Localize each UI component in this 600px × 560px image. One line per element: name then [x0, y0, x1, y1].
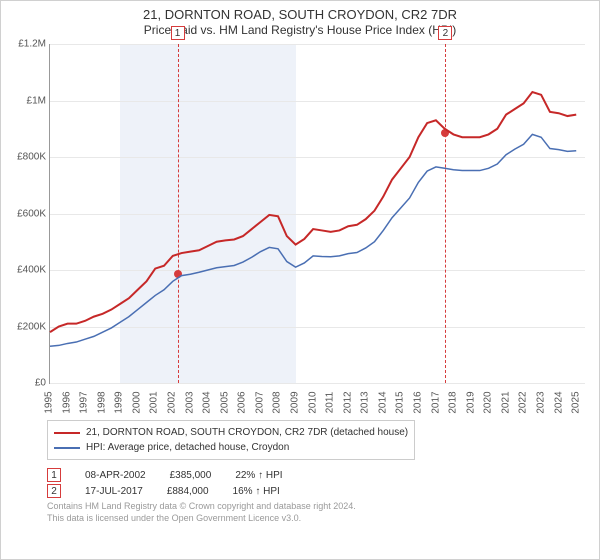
x-axis-label: 2018 — [448, 392, 459, 414]
x-axis-label: 1998 — [96, 392, 107, 414]
x-axis-label: 2002 — [167, 392, 178, 414]
x-axis-label: 2006 — [237, 392, 248, 414]
x-axis-label: 2015 — [395, 392, 406, 414]
x-axis-label: 2019 — [465, 392, 476, 414]
legend-row: 21, DORNTON ROAD, SOUTH CROYDON, CR2 7DR… — [54, 425, 408, 440]
x-axis-label: 2007 — [254, 392, 265, 414]
event-marker-badge: 1 — [171, 26, 185, 40]
event-price: £884,000 — [167, 486, 209, 497]
price-event-row: 2 17-JUL-2017 £884,000 16% ↑ HPI — [47, 484, 589, 498]
x-axis-label: 2021 — [500, 392, 511, 414]
event-price: £385,000 — [170, 470, 212, 481]
footer: Contains HM Land Registry data © Crown c… — [47, 501, 589, 524]
y-axis-label: £1M — [27, 95, 46, 106]
y-axis-label: £600K — [17, 208, 46, 219]
event-marker-badge: 1 — [47, 468, 61, 482]
price-event-row: 1 08-APR-2002 £385,000 22% ↑ HPI — [47, 468, 589, 482]
footer-line: Contains HM Land Registry data © Crown c… — [47, 501, 589, 513]
x-axis-label: 2013 — [360, 392, 371, 414]
legend-swatch — [54, 447, 80, 449]
chart-container: 21, DORNTON ROAD, SOUTH CROYDON, CR2 7DR… — [0, 0, 600, 560]
x-axis-label: 1996 — [61, 392, 72, 414]
series-line — [50, 135, 576, 347]
event-delta: 16% ↑ HPI — [233, 486, 280, 497]
x-axis-label: 2012 — [342, 392, 353, 414]
x-axis-label: 2011 — [325, 392, 336, 414]
x-axis-label: 2024 — [553, 392, 564, 414]
x-axis-label: 2020 — [483, 392, 494, 414]
x-axis-label: 2009 — [290, 392, 301, 414]
x-axis-label: 2023 — [536, 392, 547, 414]
y-axis-label: £200K — [17, 321, 46, 332]
x-axis-label: 2022 — [518, 392, 529, 414]
x-axis-label: 1995 — [44, 392, 55, 414]
event-delta: 22% ↑ HPI — [235, 470, 282, 481]
chart-area: £0£200K£400K£600K£800K£1M£1.2M12 1995199… — [49, 44, 585, 414]
legend-label: HPI: Average price, detached house, Croy… — [86, 440, 289, 455]
price-event-table: 1 08-APR-2002 £385,000 22% ↑ HPI 2 17-JU… — [47, 468, 589, 498]
x-axis-label: 2003 — [184, 392, 195, 414]
x-axis-label: 2025 — [571, 392, 582, 414]
x-axis-label: 2014 — [377, 392, 388, 414]
series-layer — [50, 44, 585, 383]
event-marker-badge: 2 — [438, 26, 452, 40]
x-axis-label: 2010 — [307, 392, 318, 414]
x-axis-label: 2017 — [430, 392, 441, 414]
x-axis-labels: 1995199619971998199920002001200220032004… — [49, 384, 585, 414]
chart-title-line2: Price paid vs. HM Land Registry's House … — [11, 23, 589, 39]
event-date: 17-JUL-2017 — [85, 486, 143, 497]
legend-swatch — [54, 432, 80, 434]
legend-label: 21, DORNTON ROAD, SOUTH CROYDON, CR2 7DR… — [86, 425, 408, 440]
x-axis-label: 2000 — [131, 392, 142, 414]
x-axis-label: 1999 — [114, 392, 125, 414]
event-marker-badge: 2 — [47, 484, 61, 498]
x-axis-label: 2004 — [202, 392, 213, 414]
legend: 21, DORNTON ROAD, SOUTH CROYDON, CR2 7DR… — [47, 420, 415, 460]
y-axis-label: £400K — [17, 265, 46, 276]
series-line — [50, 92, 576, 332]
y-axis-label: £0 — [35, 378, 46, 389]
x-axis-label: 2005 — [219, 392, 230, 414]
y-axis-label: £1.2M — [18, 39, 46, 50]
legend-row: HPI: Average price, detached house, Croy… — [54, 440, 408, 455]
event-date: 08-APR-2002 — [85, 470, 146, 481]
x-axis-label: 2001 — [149, 392, 160, 414]
y-axis-label: £800K — [17, 152, 46, 163]
chart-title-line1: 21, DORNTON ROAD, SOUTH CROYDON, CR2 7DR — [11, 7, 589, 23]
plot-region: £0£200K£400K£600K£800K£1M£1.2M12 — [49, 44, 585, 384]
x-axis-label: 1997 — [79, 392, 90, 414]
footer-line: This data is licensed under the Open Gov… — [47, 513, 589, 525]
x-axis-label: 2008 — [272, 392, 283, 414]
x-axis-label: 2016 — [413, 392, 424, 414]
